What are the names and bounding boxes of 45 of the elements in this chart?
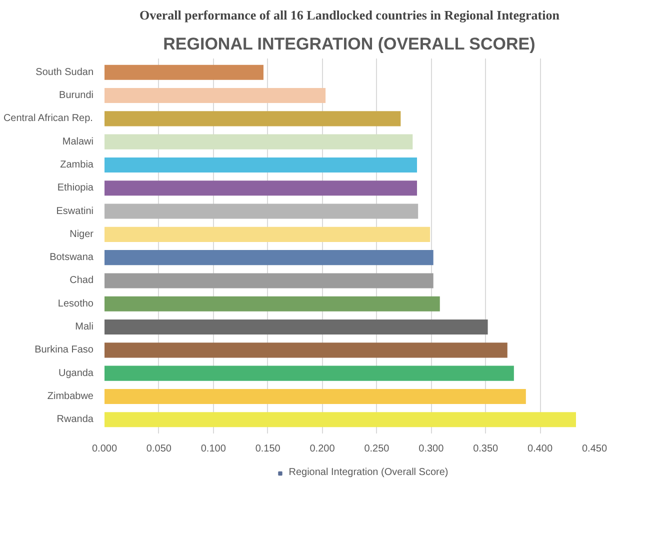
y-tick-label: Niger xyxy=(70,228,94,240)
y-tick-label: Burundi xyxy=(59,90,94,102)
x-tick-label: 0.250 xyxy=(364,444,390,454)
y-tick-label: Ethiopia xyxy=(57,182,94,194)
x-tick-label: 0.350 xyxy=(473,444,499,454)
bar xyxy=(104,366,514,381)
bar xyxy=(104,88,326,104)
x-tick-label: 0.400 xyxy=(528,444,554,454)
x-tick-label: 0.050 xyxy=(146,444,172,454)
y-tick-label: Burkina Faso xyxy=(34,344,94,356)
x-tick-label: 0.450 xyxy=(582,444,608,454)
chart-subtitle: REGIONAL INTEGRATION (OVERALL SCORE) xyxy=(163,34,536,54)
x-tick-label: 0.150 xyxy=(255,444,281,454)
bar xyxy=(104,204,418,219)
text: Regional Integration (Overall Score) xyxy=(288,467,448,478)
y-tick-label: Central African Rep. xyxy=(3,113,93,124)
bar xyxy=(104,342,508,358)
x-tick-label: 0.200 xyxy=(310,444,336,454)
bar xyxy=(104,157,418,173)
bar xyxy=(104,250,434,266)
bar xyxy=(104,388,526,404)
y-tick-label: Mali xyxy=(75,322,94,333)
x-tick-label: 0.100 xyxy=(200,444,226,454)
chart-title: Overall performance of all 16 Landlocked countries in Regional Integration xyxy=(140,8,560,22)
bar xyxy=(104,180,418,196)
y-tick-label: Lesotho xyxy=(58,298,94,310)
bar xyxy=(104,64,264,80)
x-tick-label: 0.300 xyxy=(418,444,444,454)
bar xyxy=(104,296,440,312)
x-tick-label: 0.000 xyxy=(92,444,118,454)
y-tick-label: Zambia xyxy=(60,159,94,170)
bar xyxy=(104,412,576,428)
y-tick-label: Rwanda xyxy=(56,414,94,426)
y-tick-label: Eswatini xyxy=(56,206,94,217)
bar xyxy=(104,134,413,150)
bar xyxy=(104,226,430,242)
bar xyxy=(104,319,488,335)
y-tick-label: Zimbabwe xyxy=(47,390,94,402)
y-tick-label: Chad xyxy=(70,275,94,286)
y-tick-label: South Sudan xyxy=(36,66,94,78)
bar xyxy=(104,273,434,288)
bar xyxy=(104,111,401,126)
y-tick-label: Botswana xyxy=(50,252,94,264)
y-tick-label: Uganda xyxy=(58,368,94,379)
y-tick-label: Malawi xyxy=(62,136,94,148)
